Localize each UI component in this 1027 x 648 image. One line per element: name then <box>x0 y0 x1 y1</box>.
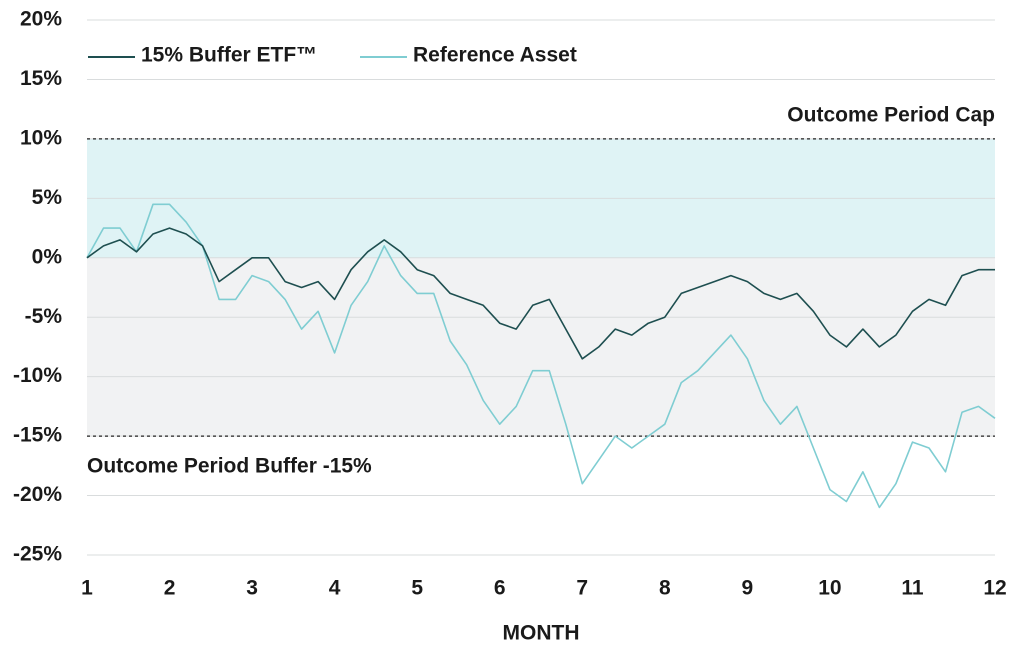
x-tick-label: 8 <box>659 577 671 600</box>
band <box>87 257 995 437</box>
reference-label: Outcome Period Cap <box>787 103 995 126</box>
x-tick-label: 6 <box>494 577 506 600</box>
x-tick-label: 4 <box>329 577 341 600</box>
y-tick-label: -20% <box>13 483 62 506</box>
legend-label: Reference Asset <box>413 44 577 67</box>
x-tick-label: 2 <box>164 577 176 600</box>
x-axis-label: MONTH <box>503 622 580 645</box>
x-tick-label: 5 <box>411 577 423 600</box>
y-tick-label: 0% <box>32 245 63 268</box>
y-tick-label: 5% <box>32 186 63 209</box>
y-tick-label: -15% <box>13 424 62 447</box>
y-tick-label: -25% <box>13 543 62 566</box>
reference-label: Outcome Period Buffer -15% <box>87 455 372 478</box>
x-tick-label: 12 <box>983 577 1006 600</box>
x-tick-label: 9 <box>742 577 754 600</box>
y-tick-label: -5% <box>25 305 63 328</box>
x-tick-label: 11 <box>901 577 924 600</box>
y-tick-label: 15% <box>20 67 62 90</box>
x-tick-label: 10 <box>818 577 841 600</box>
series-line <box>86 227 995 360</box>
x-tick-label: 1 <box>81 577 93 600</box>
y-tick-label: -10% <box>13 364 62 387</box>
legend-label: 15% Buffer ETF™ <box>141 44 317 67</box>
y-tick-label: 10% <box>20 126 62 149</box>
x-tick-label: 7 <box>576 577 588 600</box>
y-tick-label: 20% <box>20 8 62 31</box>
x-tick-label: 3 <box>246 577 258 600</box>
series-line <box>86 203 996 509</box>
